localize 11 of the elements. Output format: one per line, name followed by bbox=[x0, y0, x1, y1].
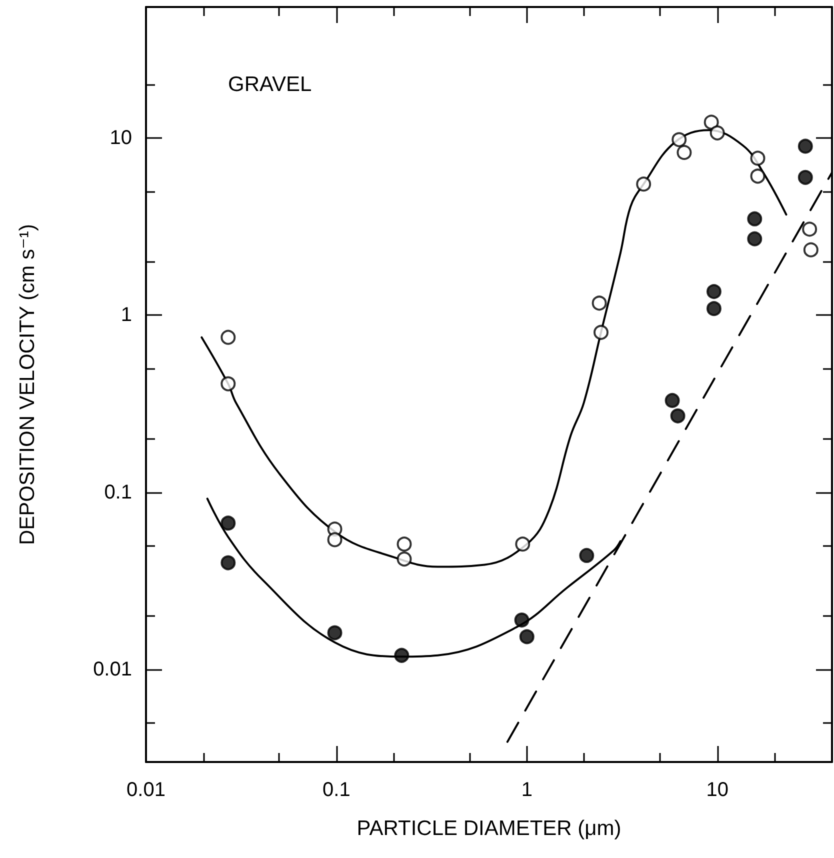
x-tick-label: 10 bbox=[706, 779, 728, 801]
x-tick-label: 1 bbox=[521, 779, 532, 801]
annotation: GRAVEL bbox=[228, 73, 312, 96]
y-tick-label: 10 bbox=[110, 127, 132, 150]
y-axis-title: DEPOSITION VELOCITY (cm s⁻¹) bbox=[16, 224, 39, 546]
y-tick-label: 0.01 bbox=[93, 658, 132, 680]
y-tick-label: 1 bbox=[120, 304, 132, 326]
x-tick-label: 0.1 bbox=[322, 779, 350, 801]
x-axis-title: PARTICLE DIAMETER (μm) bbox=[356, 817, 622, 840]
y-tick-label: 0.1 bbox=[104, 481, 132, 504]
x-tick-label: 0.01 bbox=[126, 779, 166, 801]
